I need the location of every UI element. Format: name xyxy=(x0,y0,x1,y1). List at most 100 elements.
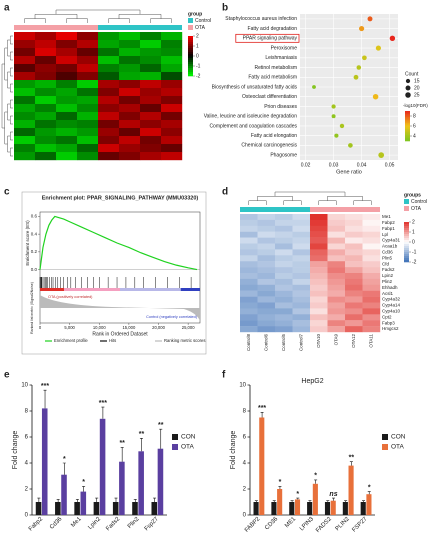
x-tick-label: 0.05 xyxy=(385,162,395,168)
color-scale xyxy=(188,66,193,69)
heatmap-cell xyxy=(327,302,346,309)
heatmap-cell xyxy=(275,296,293,303)
bar xyxy=(138,451,144,515)
heatmap-cell xyxy=(140,80,162,89)
bar xyxy=(307,502,313,515)
dendrogram xyxy=(24,18,46,23)
heatmap-cell xyxy=(292,302,311,309)
column-label: OTA10 xyxy=(316,334,321,348)
color-scale xyxy=(188,68,193,71)
heatmap-cell xyxy=(327,214,346,221)
group-annotation xyxy=(345,207,363,212)
y-tick-label: 2 xyxy=(25,487,29,493)
heatmap-cell xyxy=(310,320,328,327)
heatmap-cell xyxy=(327,278,346,285)
heatmap-cell xyxy=(362,273,381,280)
heatmap-cell xyxy=(35,144,57,153)
heatmap-cell xyxy=(77,128,99,137)
heatmap-cell xyxy=(240,231,258,238)
significance: * xyxy=(63,456,66,463)
heatmap-cell xyxy=(240,308,258,315)
error-bar xyxy=(278,486,282,489)
x-tick-label: 15,000 xyxy=(122,325,135,330)
heatmap-cell xyxy=(240,243,258,250)
heatmap-cell xyxy=(240,261,258,268)
legend-title: group xyxy=(188,11,202,17)
heatmap-cell xyxy=(292,225,311,232)
heatmap-cell xyxy=(14,136,36,145)
color-scale xyxy=(404,240,409,243)
heatmap-cell xyxy=(35,48,57,57)
heatmap-cell xyxy=(362,326,381,333)
heatmap-cell xyxy=(362,237,381,244)
heatmap-cell xyxy=(161,88,183,97)
column-label: OTA12 xyxy=(351,334,356,348)
x-axis-label: Gene ratio xyxy=(336,169,362,175)
heatmap-cell xyxy=(119,48,141,57)
heatmap-cell xyxy=(119,80,141,89)
legend-label: OTA xyxy=(195,25,206,31)
bar xyxy=(93,502,100,515)
x-axis-label: Rank in Ordered Dataset xyxy=(92,331,148,337)
heatmap-cell xyxy=(140,48,162,57)
heatmap-cell xyxy=(310,255,328,262)
bar xyxy=(366,494,372,515)
x-tick-label: LPIN3 xyxy=(299,516,316,533)
row-label: Cpt2 xyxy=(382,314,392,319)
heatmap-cell xyxy=(345,284,363,291)
dot xyxy=(312,85,316,89)
error-bar xyxy=(62,462,66,475)
heatmap-cell xyxy=(275,267,293,274)
color-scale xyxy=(405,130,410,133)
error-bar xyxy=(344,500,348,502)
heatmap-cell xyxy=(98,96,120,105)
bar xyxy=(151,502,158,515)
row-label: Fabp1 xyxy=(382,226,395,231)
chart-title: Enrichment plot: PPAR_SIGNALING_PATHWAY … xyxy=(42,195,199,201)
heatmap-cell xyxy=(77,152,99,161)
color-scale xyxy=(188,42,193,45)
heatmap-cell xyxy=(56,96,78,105)
category-label: Prion diseases xyxy=(264,104,297,110)
heatmap-cell xyxy=(275,314,293,321)
heatmap-cell xyxy=(35,96,57,105)
color-scale xyxy=(188,38,193,41)
color-scale xyxy=(405,136,410,139)
significance: * xyxy=(82,479,85,486)
heatmap-cell xyxy=(310,261,328,268)
heatmap-cell xyxy=(240,326,258,333)
heatmap-cell xyxy=(119,152,141,161)
x-tick-label: Fads2 xyxy=(105,516,122,533)
heatmap-cell xyxy=(362,302,381,309)
heatmap-cell xyxy=(345,296,363,303)
heatmap-cell xyxy=(161,80,183,89)
y-tick-label: 0.0 xyxy=(31,267,38,272)
color-scale xyxy=(188,52,193,55)
heatmap-cell xyxy=(257,231,276,238)
heatmap-cell xyxy=(77,144,99,153)
category-label: Osteoclast differentiation xyxy=(242,94,297,100)
heatmap-cell xyxy=(292,255,311,262)
heatmap-cell xyxy=(275,255,293,262)
legend-label: OTA xyxy=(181,444,195,451)
group-annotation xyxy=(240,207,258,212)
bar xyxy=(55,502,61,515)
heatmap-cell xyxy=(56,32,78,41)
x-tick-label: 0.02 xyxy=(301,162,311,168)
significance: * xyxy=(279,479,282,486)
heatmap-cell xyxy=(257,214,276,221)
category-label: PPAR signaling pathway xyxy=(243,36,298,42)
error-bar xyxy=(260,412,264,418)
heatmap-cell xyxy=(362,219,381,226)
heatmap-cell xyxy=(257,267,276,274)
heatmap-cell xyxy=(98,136,120,145)
x-tick-label: PLIN2 xyxy=(335,516,352,533)
heatmap-cell xyxy=(14,64,36,73)
heatmap-cell xyxy=(98,144,120,153)
heatmap-cell xyxy=(362,308,381,315)
heatmap-cell xyxy=(98,32,120,41)
heatmap-cell xyxy=(345,237,363,244)
heatmap-cell xyxy=(275,308,293,315)
heatmap-cell xyxy=(35,64,57,73)
